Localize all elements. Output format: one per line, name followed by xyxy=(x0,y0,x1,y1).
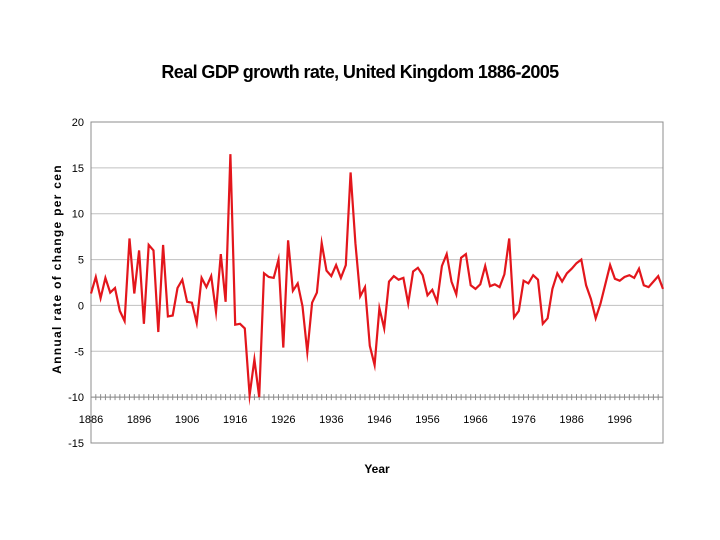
x-tick-label: 1916 xyxy=(223,414,247,426)
y-tick-label: -15 xyxy=(68,438,84,450)
y-tick-label: 20 xyxy=(72,117,84,129)
x-tick-label: 1946 xyxy=(367,414,391,426)
y-tick-label: 5 xyxy=(78,255,84,267)
series-group xyxy=(89,154,665,407)
y-tick-label: 15 xyxy=(72,163,84,175)
chart-title: Real GDP growth rate, United Kingdom 188… xyxy=(161,62,559,82)
x-tick-label: 1896 xyxy=(127,414,151,426)
x-tick-label: 1936 xyxy=(319,414,343,426)
x-tick-label: 1956 xyxy=(415,414,439,426)
x-tick-label: 1996 xyxy=(607,414,631,426)
y-tick-label: 0 xyxy=(78,300,84,312)
x-tick-label: 1926 xyxy=(271,414,295,426)
y-axis-title: Annual rate of change per cen xyxy=(50,164,64,374)
y-tick-label: -5 xyxy=(74,346,84,358)
gridlines xyxy=(91,167,663,398)
tick-labels: -15 -10 -5 0 5 10 15 20 1886 1896 1906 1916 1926 1936… xyxy=(68,117,632,450)
y-tick-label: -10 xyxy=(68,392,84,404)
axes xyxy=(90,394,664,401)
plot-area xyxy=(90,121,664,444)
x-tick-label: 1966 xyxy=(463,414,487,426)
series-line-gdp-growth xyxy=(89,154,665,407)
x-axis-title: Year xyxy=(364,462,390,476)
x-tick-label: 1886 xyxy=(79,414,103,426)
y-tick-label: 10 xyxy=(72,209,84,221)
x-tick-label: 1976 xyxy=(511,414,535,426)
x-tick-label: 1906 xyxy=(175,414,199,426)
x-tick-label: 1986 xyxy=(559,414,583,426)
